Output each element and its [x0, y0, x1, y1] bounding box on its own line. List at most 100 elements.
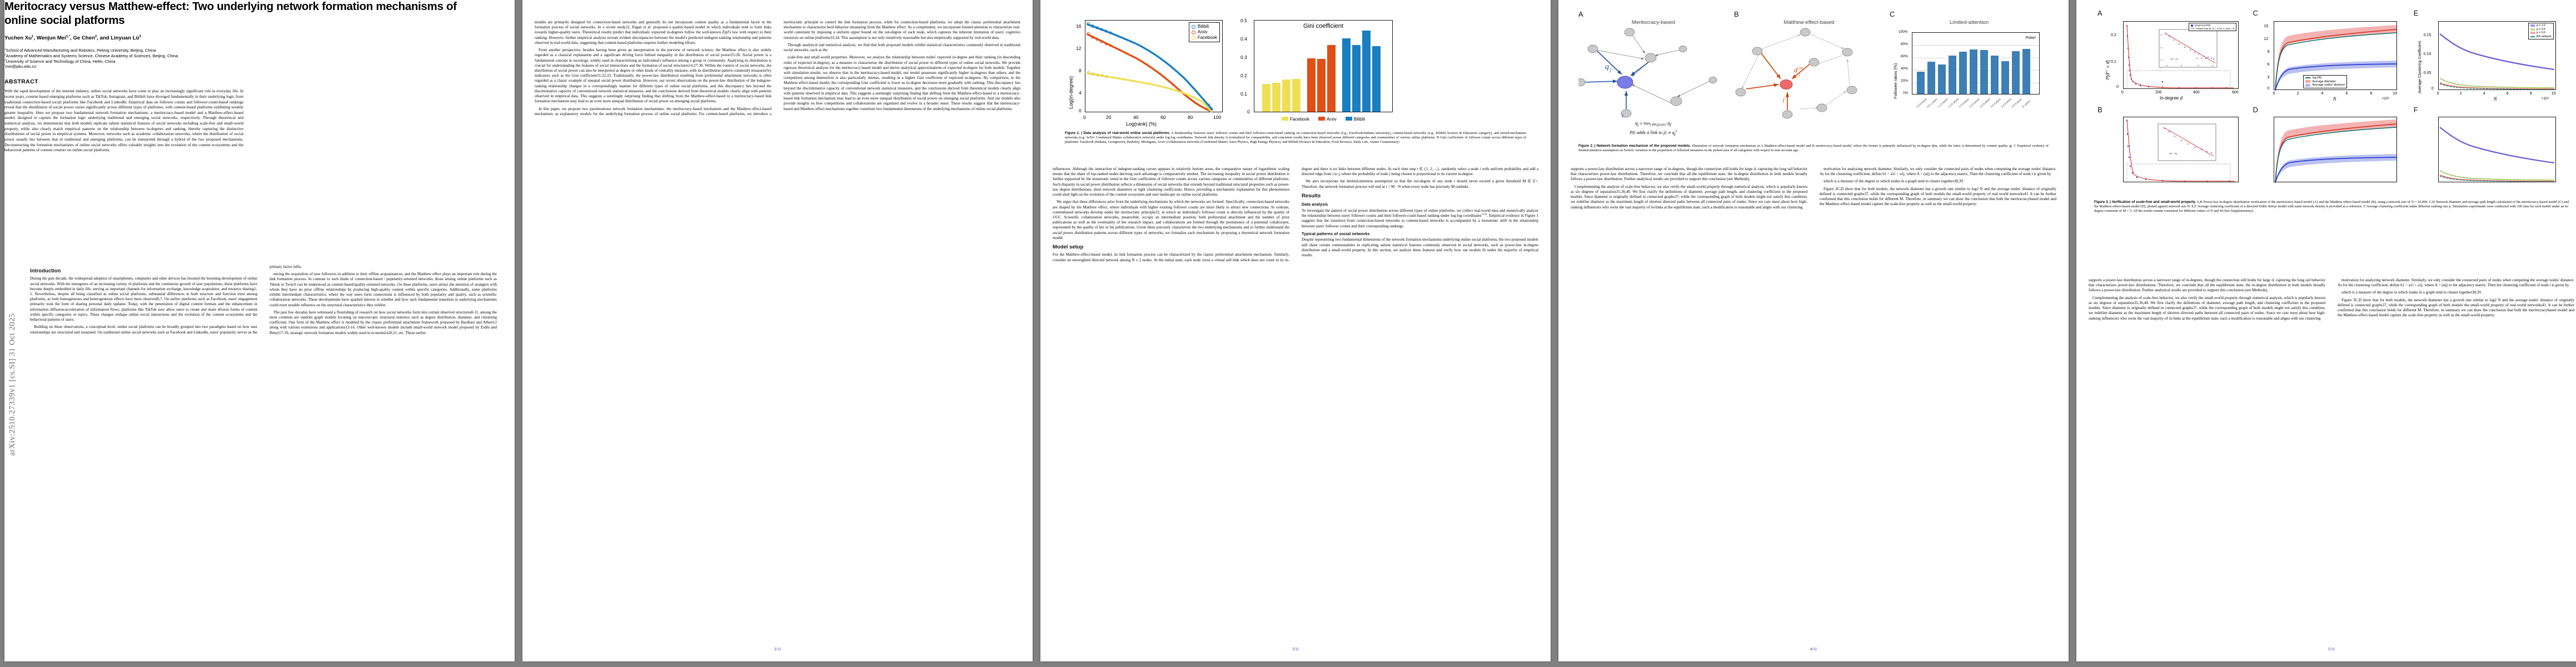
legend-item: Bilibili	[1191, 24, 1217, 29]
svg-text:2-2.5 years: 2-2.5 years	[1958, 97, 1970, 108]
svg-text:0-0.5 years: 0-0.5 years	[1916, 97, 1927, 108]
x-tick: 0	[2273, 92, 2275, 96]
legend-swatch-p10	[2530, 24, 2535, 27]
svg-text:1-1.5 years: 1-1.5 years	[1937, 97, 1949, 108]
panel-c-title: Limited-attention	[1949, 19, 1989, 26]
legend-item: Bilibili	[1345, 117, 1365, 122]
page-2-body-columns: models are primarily designed for connec…	[535, 20, 1020, 609]
paragraph: motivation for analyzing network diamete…	[1820, 167, 2056, 177]
x-tick: 10	[2393, 92, 2398, 96]
meritocracy-network-diagram: q j i	[1578, 28, 1717, 119]
paragraph: To investigate the pattern of social pow…	[1302, 208, 1538, 228]
panel-c-series	[2275, 25, 2397, 91]
page-5-body-columns: supports a power-law distribution across…	[2089, 278, 2574, 611]
y-tick: 20%	[1901, 79, 1909, 83]
legend-item: Average nodes' distance	[2305, 83, 2345, 87]
y-tick: 0	[1079, 108, 1082, 113]
svg-text:log - log: log - log	[2169, 152, 2177, 155]
y-tick: 0.1	[1240, 91, 1247, 97]
svg-text:10⁻²: 10⁻²	[2160, 47, 2164, 49]
legend-item: p = 0.5	[2530, 28, 2552, 32]
panel-letter-f: F	[2413, 106, 2418, 114]
panel-f-series	[2439, 126, 2554, 182]
legend-swatch-er	[2530, 36, 2535, 37]
svg-text:in: in	[1799, 66, 1802, 71]
page-1: arXiv:2510.27339v1 [cs.SI] 31 Oct 2025 M…	[4, 0, 515, 661]
x-tick: 4	[2483, 92, 2485, 96]
subsection-heading-typical-patterns: Typical patterns of social networks	[1302, 231, 1370, 236]
figure-2-panel-a: A Meritocracy-based	[1578, 10, 1728, 136]
panel-c-legend: log₂(N) Average diameter Average nodes' …	[2303, 74, 2348, 88]
x-tick: 0	[2437, 92, 2439, 96]
figure-2-caption-text: Illustration of network formation mechan…	[1578, 144, 2049, 153]
bar	[1317, 59, 1326, 112]
paragraph: Despite representing two fundamental dim…	[1302, 237, 1538, 257]
bar	[1307, 58, 1316, 112]
y-tick: 60%	[1901, 54, 1909, 58]
bar	[1282, 79, 1291, 112]
panel-letter-a: A	[2097, 9, 2102, 17]
figure-3-row-bottom: B	[2089, 106, 2574, 195]
paragraph: We also incorporate the limited-attentio…	[1302, 179, 1538, 189]
figure-2-panel-b: B Matthew-effect-based	[1734, 10, 1884, 136]
svg-text:j: j	[1610, 67, 1612, 72]
figure-3-panel-e: E Average Clustering Coefficient 0.15 0.…	[2410, 9, 2569, 102]
figure-2-label: Figure 2.	[1578, 144, 1593, 148]
legend-label: Arxiv	[1326, 117, 1337, 122]
subsection-heading-data-analysis: Data analysis	[1302, 202, 1328, 207]
y-tick: 9	[2267, 50, 2270, 54]
panel-a-plot-area: Bilibili Arxiv Facebook	[1085, 20, 1223, 112]
panel-a-legend: Empirical PDF Power-law fit, α = 2.23, x…	[2188, 23, 2236, 32]
bar	[1272, 83, 1280, 112]
paragraph: Complementing the analysis of scale-free…	[1571, 184, 1807, 210]
bar	[2001, 61, 2009, 94]
x-tick: 40	[1133, 115, 1139, 120]
panel-letter-e: E	[2413, 9, 2419, 17]
bar	[1372, 46, 1381, 112]
paragraph: We argue that these differences arise fr…	[1053, 200, 1289, 240]
paragraph: scale-free and small-world properties. M…	[784, 55, 1020, 111]
panel-a-series: log - log 10⁻¹ 10⁻² 10⁻³ 10⁰ 10¹ 10² 10³	[2126, 24, 2234, 89]
panel-b-plot-area: log - log	[2123, 117, 2239, 182]
paragraph: encing the acquisition of new followers …	[270, 272, 497, 307]
author-list: Yuchen Xu1, Wenjun Mei1,*, Ge Chen2, and…	[4, 35, 141, 42]
figure-1-panel-b: 0.5 0.4 0.3 0.2 0.1 0 Gini coefficient	[1239, 10, 1406, 130]
panel-e-x-axis-label: N	[2493, 96, 2497, 102]
legend-label: log₂(N)	[2312, 76, 2322, 79]
svg-text:q: q	[1605, 63, 1609, 71]
svg-text:j: j	[1798, 72, 1801, 77]
legend-label: Arxiv	[1197, 29, 1208, 34]
panel-e-plot-area: p = 1.0 p = 0.5 p = 0.0 ER network	[2438, 21, 2556, 90]
x-tick: 8	[2529, 92, 2532, 96]
paragraph: supports a power-law distribution across…	[1571, 167, 1807, 182]
section-heading-results: Results	[1302, 192, 1321, 199]
panel-b-title: Matthew-effect-based	[1783, 19, 1835, 26]
panel-c-plot-area: log₂(N) Average diameter Average nodes' …	[2274, 21, 2398, 91]
panel-c-y-axis-label: Followee ratios (%)	[1893, 63, 1898, 99]
y-tick: 15	[2264, 24, 2269, 28]
affiliation-list: 1School of Advanced Manufacturing and Ro…	[4, 47, 178, 69]
bar	[1362, 31, 1371, 112]
bar	[1352, 45, 1361, 112]
legend-swatch-empirical	[2190, 24, 2193, 27]
panel-a-condition: qj ≥ maxj'∈Ni(t)∪{i} qj'	[1635, 120, 1672, 128]
x-tick: 0	[1083, 115, 1086, 120]
x-tick: 4	[2321, 92, 2324, 96]
svg-text:10²: 10²	[2197, 64, 2199, 67]
x-tick: 400	[2193, 91, 2200, 94]
svg-text:0.5-1 years: 0.5-1 years	[1926, 97, 1938, 108]
figure-1: Log(in-degree) 16 12 8 4 0	[1053, 10, 1538, 145]
svg-text:2.5-3 years: 2.5-3 years	[1969, 97, 1980, 108]
page-number: 5/11	[2328, 647, 2335, 651]
y-tick: 0.2	[2111, 33, 2116, 37]
panel-d-series	[2275, 120, 2397, 183]
page-4: A Meritocracy-based	[1558, 0, 2069, 661]
bar	[1327, 45, 1336, 112]
legend-label: Bilibili	[1197, 24, 1209, 29]
legend-swatch-diameter	[2305, 80, 2311, 83]
y-tick: 0.15	[2423, 33, 2431, 37]
y-tick: 0.4	[1240, 36, 1247, 42]
legend-label: Facebook	[1289, 117, 1309, 122]
y-tick: 100%	[1899, 30, 1908, 34]
y-tick: 0.2	[1240, 73, 1247, 78]
